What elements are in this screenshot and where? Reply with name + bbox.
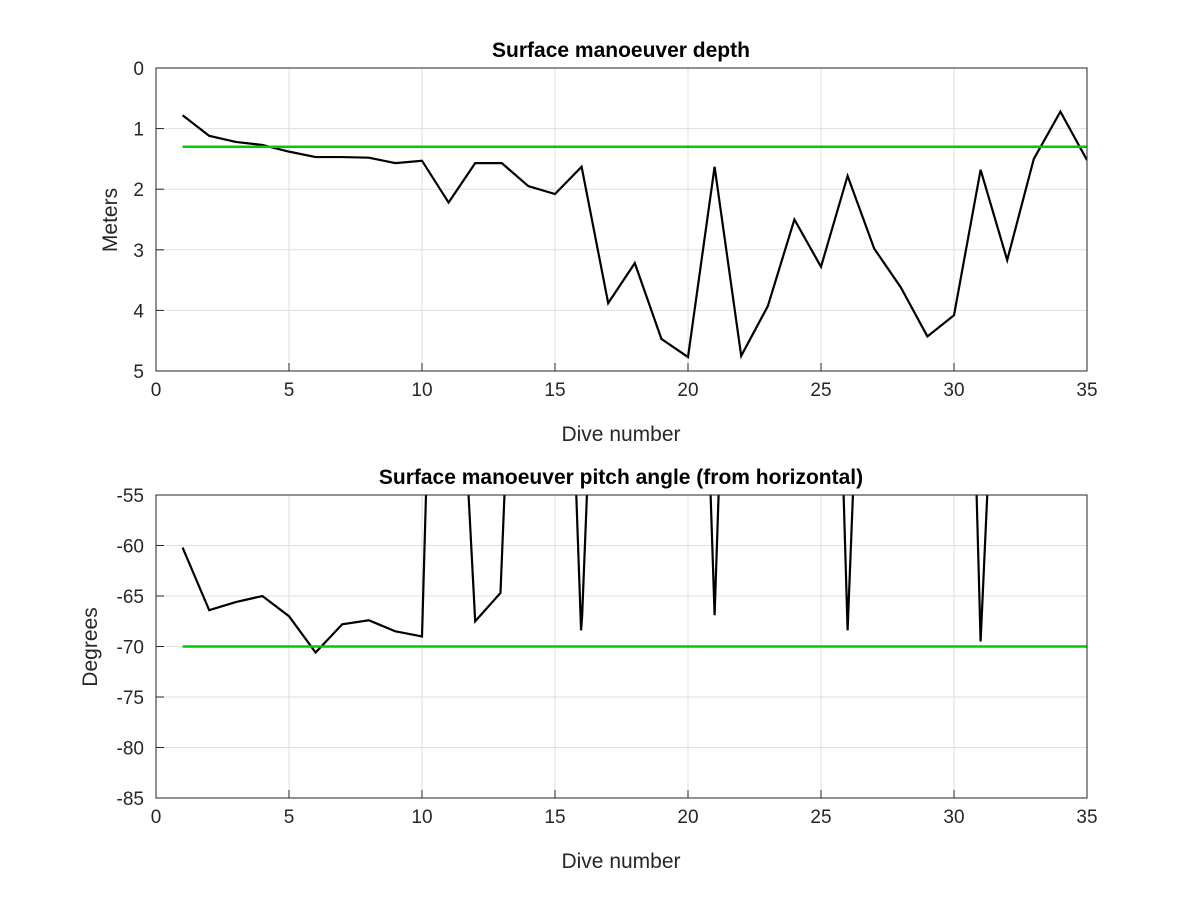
pitch-y-tick-label: -85 bbox=[117, 789, 144, 810]
depth-x-tick-label: 35 bbox=[1076, 380, 1097, 401]
depth-y-ticks: 0 1 2 3 4 5 bbox=[133, 59, 164, 383]
depth-series-line bbox=[181, 109, 1087, 360]
depth-y-tick-label: 0 bbox=[133, 59, 144, 80]
depth-y-tick-label: 4 bbox=[133, 301, 144, 322]
depth-chart-title: Surface manoeuver depth bbox=[492, 39, 750, 62]
depth-x-tick-label: 15 bbox=[544, 380, 565, 401]
pitch-y-axis-label: Degrees bbox=[79, 607, 102, 686]
pitch-x-ticks: 0 5 10 15 20 25 30 35 bbox=[151, 790, 1098, 828]
pitch-series-line bbox=[181, 495, 428, 655]
pitch-series-line bbox=[467, 495, 506, 624]
depth-x-tick-label: 10 bbox=[411, 380, 432, 401]
depth-x-tick-label: 25 bbox=[810, 380, 831, 401]
depth-x-tick-label: 30 bbox=[943, 380, 964, 401]
depth-y-tick-label: 5 bbox=[133, 362, 144, 383]
pitch-y-tick-label: -75 bbox=[117, 688, 144, 709]
pitch-x-tick-label: 35 bbox=[1076, 807, 1097, 828]
pitch-x-tick-label: 0 bbox=[151, 807, 162, 828]
depth-y-axis-label: Meters bbox=[99, 188, 122, 252]
depth-x-tick-label: 0 bbox=[151, 380, 162, 401]
depth-plot-area bbox=[156, 68, 1087, 371]
pitch-chart-title: Surface manoeuver pitch angle (from hori… bbox=[379, 466, 863, 489]
pitch-x-tick-label: 20 bbox=[677, 807, 698, 828]
depth-y-tick-label: 2 bbox=[133, 180, 144, 201]
depth-y-tick-label: 3 bbox=[133, 241, 144, 262]
pitch-series-line bbox=[709, 495, 720, 616]
pitch-x-tick-label: 5 bbox=[284, 807, 295, 828]
depth-x-ticks: 0 5 10 15 20 25 30 35 bbox=[151, 363, 1098, 401]
pitch-series-line bbox=[842, 495, 855, 631]
pitch-x-tick-label: 10 bbox=[411, 807, 432, 828]
pitch-y-tick-label: -55 bbox=[117, 486, 144, 507]
depth-x-axis-label: Dive number bbox=[561, 423, 680, 446]
depth-x-tick-label: 20 bbox=[677, 380, 698, 401]
pitch-y-tick-label: -65 bbox=[117, 587, 144, 608]
pitch-y-tick-label: -70 bbox=[117, 638, 144, 659]
pitch-subplot: 0 5 10 15 20 25 30 35 -55 -60 -65 -70 -75 -80 -85 Sur… bbox=[79, 466, 1098, 873]
depth-x-tick-label: 5 bbox=[284, 380, 295, 401]
depth-axes-box bbox=[155, 67, 1088, 372]
pitch-x-axis-label: Dive number bbox=[561, 850, 680, 873]
pitch-y-tick-label: -80 bbox=[117, 739, 144, 760]
pitch-x-tick-label: 15 bbox=[544, 807, 565, 828]
pitch-series-line bbox=[575, 495, 589, 631]
pitch-y-tick-label: -60 bbox=[117, 537, 144, 558]
depth-series-group bbox=[181, 109, 1087, 360]
pitch-x-tick-label: 30 bbox=[943, 807, 964, 828]
pitch-series-group bbox=[181, 495, 1087, 655]
pitch-y-ticks: -55 -60 -65 -70 -75 -80 -85 bbox=[117, 486, 164, 810]
pitch-x-tick-label: 25 bbox=[810, 807, 831, 828]
pitch-series-line bbox=[975, 495, 989, 642]
depth-y-tick-label: 1 bbox=[133, 120, 144, 141]
